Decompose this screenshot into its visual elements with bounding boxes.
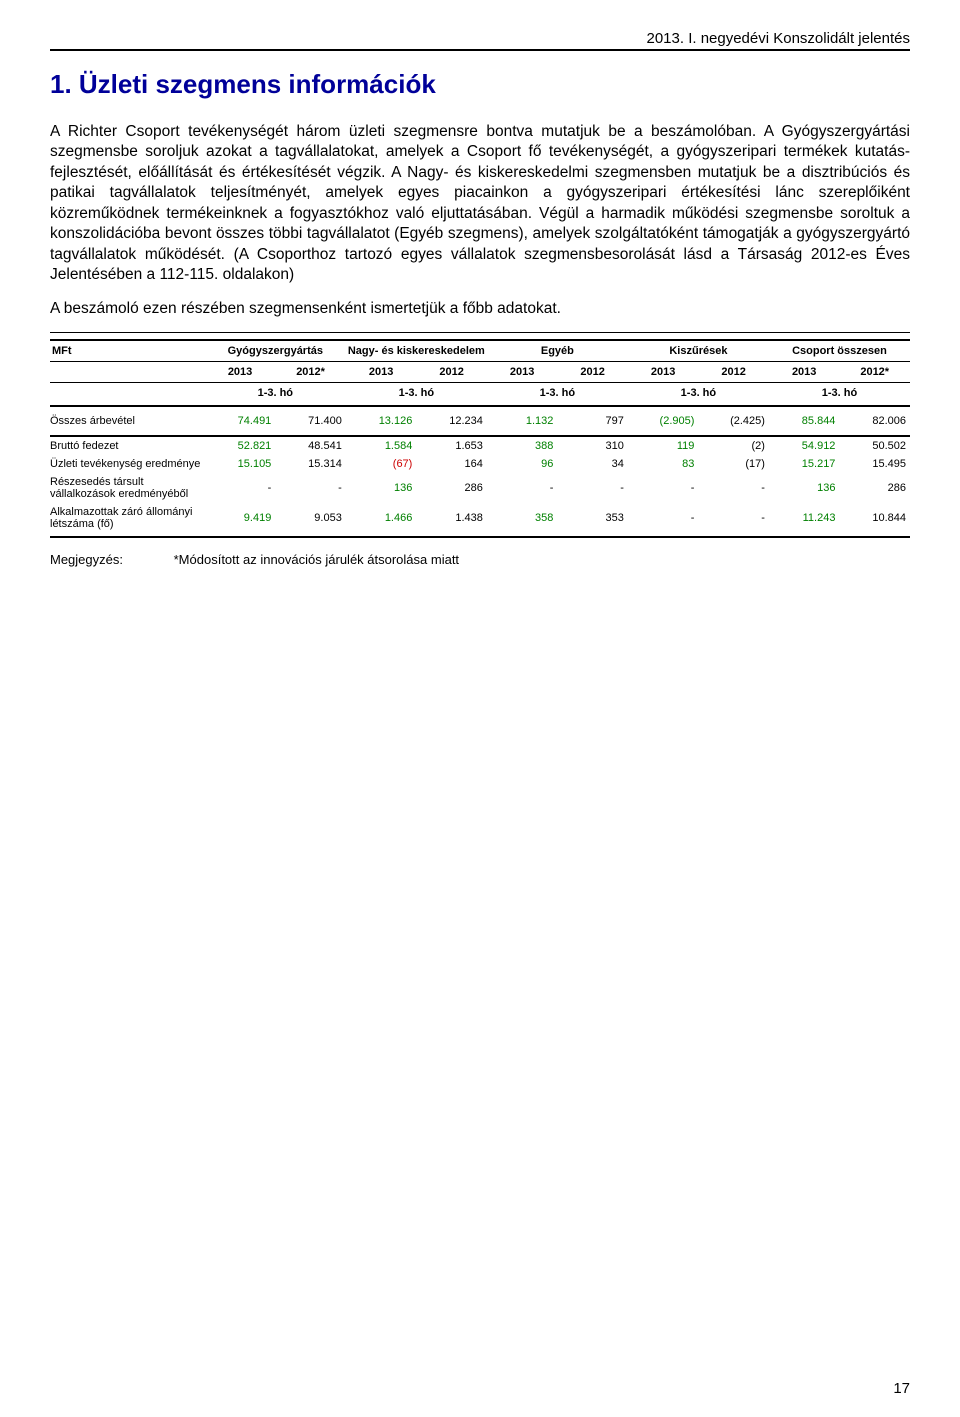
unit-label: MFt: [50, 340, 205, 362]
data-cell: 74.491: [205, 406, 276, 436]
data-cell: (2): [698, 436, 769, 455]
data-cell: 50.502: [839, 436, 910, 455]
year-cell: 2013: [205, 361, 276, 382]
data-cell: (2.425): [698, 406, 769, 436]
table-note: Megjegyzés: *Módosított az innovációs já…: [50, 552, 910, 567]
year-cell: 2012: [698, 361, 769, 382]
period-cell: 1-3. hó: [205, 382, 346, 406]
data-cell: -: [628, 503, 699, 537]
data-cell: 136: [769, 473, 840, 503]
year-cell: 2012*: [275, 361, 346, 382]
data-cell: 34: [557, 455, 628, 473]
header-report-title: 2013. I. negyedévi Konszolidált jelentés: [50, 30, 910, 47]
data-cell: 1.584: [346, 436, 417, 455]
data-cell: 9.053: [275, 503, 346, 537]
period-cell: 1-3. hó: [769, 382, 910, 406]
colgroup-osszesen: Csoport összesen: [769, 340, 910, 362]
data-cell: 358: [487, 503, 558, 537]
year-cell: 2012: [557, 361, 628, 382]
data-cell: -: [698, 503, 769, 537]
year-cell: 2012: [416, 361, 487, 382]
data-cell: 85.844: [769, 406, 840, 436]
data-cell: 71.400: [275, 406, 346, 436]
data-cell: 9.419: [205, 503, 276, 537]
data-cell: 1.466: [346, 503, 417, 537]
data-cell: 15.105: [205, 455, 276, 473]
data-cell: (17): [698, 455, 769, 473]
data-cell: -: [628, 473, 699, 503]
data-cell: 13.126: [346, 406, 417, 436]
note-label: Megjegyzés:: [50, 552, 170, 567]
data-cell: 119: [628, 436, 699, 455]
period-cell: 1-3. hó: [628, 382, 769, 406]
row-label: Alkalmazottak záró állományi létszáma (f…: [50, 503, 205, 537]
data-cell: 1.132: [487, 406, 558, 436]
data-cell: 15.314: [275, 455, 346, 473]
data-cell: 1.653: [416, 436, 487, 455]
row-label: Részesedés társult vállalkozások eredmén…: [50, 473, 205, 503]
year-cell: 2012*: [839, 361, 910, 382]
data-cell: 48.541: [275, 436, 346, 455]
data-cell: -: [698, 473, 769, 503]
data-cell: 83: [628, 455, 699, 473]
data-cell: -: [557, 473, 628, 503]
page-number: 17: [893, 1380, 910, 1397]
data-cell: (2.905): [628, 406, 699, 436]
year-cell: 2013: [628, 361, 699, 382]
data-cell: 388: [487, 436, 558, 455]
header-divider: [50, 49, 910, 51]
data-cell: 12.234: [416, 406, 487, 436]
data-cell: 797: [557, 406, 628, 436]
data-cell: -: [275, 473, 346, 503]
data-cell: 52.821: [205, 436, 276, 455]
table-top-rule: [50, 332, 910, 333]
colgroup-egyeb: Egyéb: [487, 340, 628, 362]
data-cell: 136: [346, 473, 417, 503]
data-cell: 82.006: [839, 406, 910, 436]
data-cell: 15.217: [769, 455, 840, 473]
data-cell: 1.438: [416, 503, 487, 537]
intro-paragraph: A Richter Csoport tevékenységét három üz…: [50, 122, 910, 286]
data-cell: -: [205, 473, 276, 503]
data-cell: 286: [839, 473, 910, 503]
data-cell: (67): [346, 455, 417, 473]
year-cell: 2013: [346, 361, 417, 382]
row-label: Üzleti tevékenység eredménye: [50, 455, 205, 473]
segment-table: MFt Gyógyszergyártás Nagy- és kiskereske…: [50, 339, 910, 538]
data-cell: 10.844: [839, 503, 910, 537]
period-cell: 1-3. hó: [346, 382, 487, 406]
period-cell: 1-3. hó: [487, 382, 628, 406]
colgroup-gyogyszergyartas: Gyógyszergyártás: [205, 340, 346, 362]
note-text: *Módosított az innovációs járulék átsoro…: [174, 552, 459, 567]
colgroup-nagyker: Nagy- és kiskereskedelem: [346, 340, 487, 362]
data-cell: 11.243: [769, 503, 840, 537]
data-cell: 15.495: [839, 455, 910, 473]
row-label: Bruttó fedezet: [50, 436, 205, 455]
data-cell: 164: [416, 455, 487, 473]
intro-summary: A beszámoló ezen részében szegmensenként…: [50, 300, 910, 318]
data-cell: 353: [557, 503, 628, 537]
section-title: 1. Üzleti szegmens információk: [50, 69, 910, 100]
data-cell: 286: [416, 473, 487, 503]
data-cell: 96: [487, 455, 558, 473]
data-cell: -: [487, 473, 558, 503]
data-cell: 310: [557, 436, 628, 455]
data-cell: 54.912: [769, 436, 840, 455]
row-label: Összes árbevétel: [50, 406, 205, 436]
year-cell: 2013: [487, 361, 558, 382]
colgroup-kiszuresek: Kiszűrések: [628, 340, 769, 362]
year-cell: 2013: [769, 361, 840, 382]
